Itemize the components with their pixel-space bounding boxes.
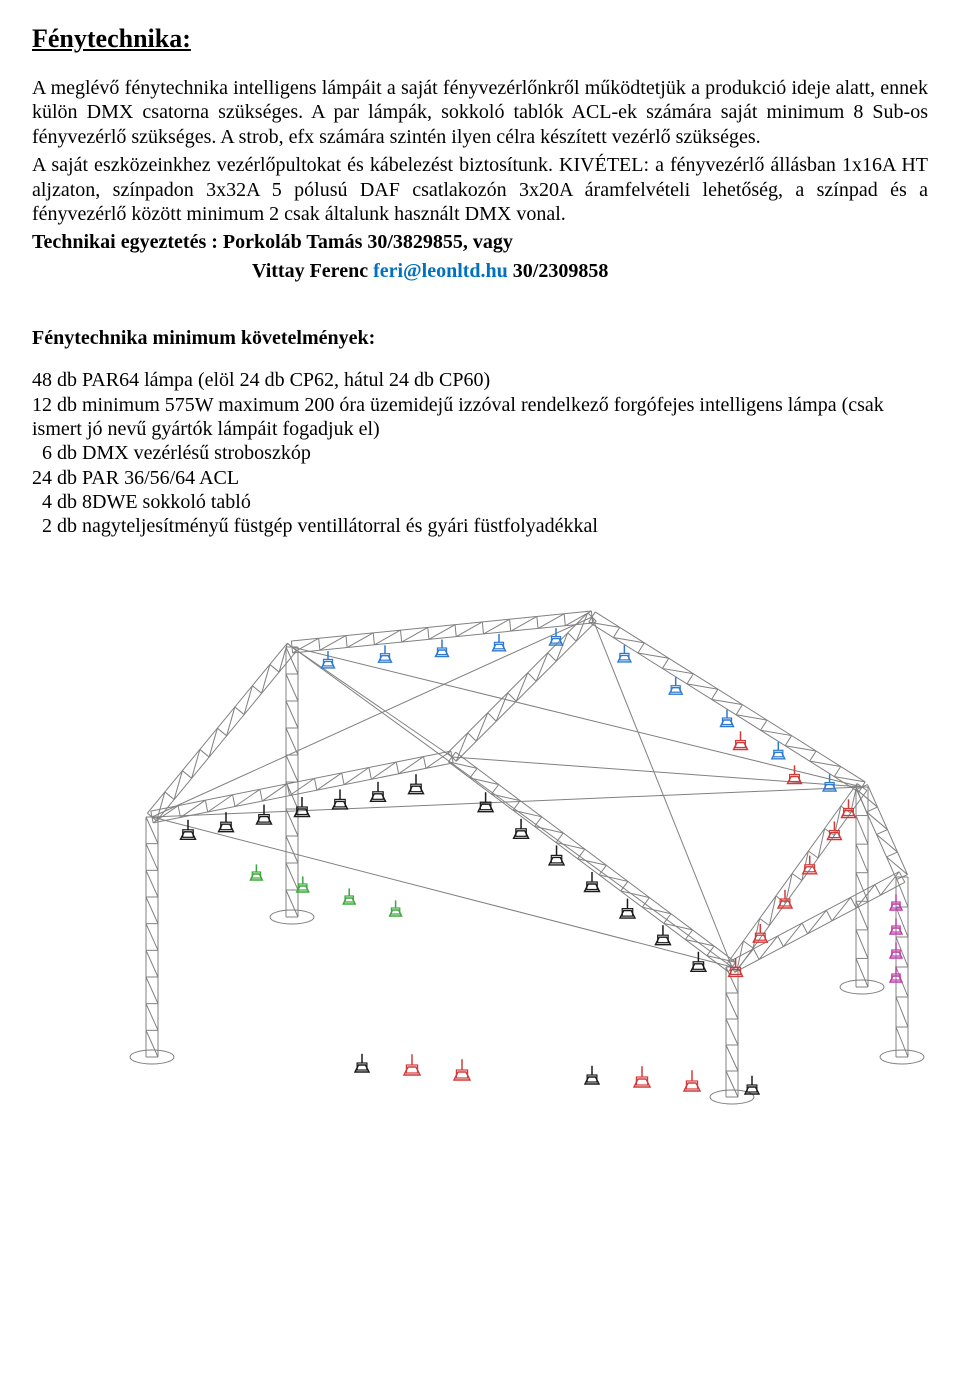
contact-line-2: Vittay Ferenc feri@leonltd.hu 30/2309858 xyxy=(32,259,928,283)
requirements-list: 48 db PAR64 lámpa (elöl 24 db CP62, hátu… xyxy=(32,368,928,539)
stage-diagram xyxy=(32,557,928,1117)
page-title: Fénytechnika: xyxy=(32,24,928,54)
requirement-line: 24 db PAR 36/56/64 ACL xyxy=(32,466,928,490)
requirement-line: 6 db DMX vezérlésű stroboszkóp xyxy=(32,441,928,465)
document-page: Fénytechnika: A meglévő fénytechnika int… xyxy=(0,0,960,1157)
contact-name: Vittay Ferenc xyxy=(252,260,373,282)
body-paragraph-2: A saját eszközeinkhez vezérlőpultokat és… xyxy=(32,153,928,226)
requirement-line: 2 db nagyteljesítményű füstgép ventillát… xyxy=(32,514,928,538)
body-paragraph-1: A meglévő fénytechnika intelligens lámpá… xyxy=(32,76,928,149)
requirement-line: 4 db 8DWE sokkoló tabló xyxy=(32,490,928,514)
requirement-line: 12 db minimum 575W maximum 200 óra üzemi… xyxy=(32,393,928,442)
requirement-line: 48 db PAR64 lámpa (elöl 24 db CP62, hátu… xyxy=(32,368,928,392)
contact-line-1: Technikai egyeztetés : Porkoláb Tamás 30… xyxy=(32,230,928,254)
requirements-heading: Fénytechnika minimum követelmények: xyxy=(32,327,928,350)
contact-phone: 30/2309858 xyxy=(508,260,609,282)
stage-rigging-svg xyxy=(32,557,932,1117)
contact-email: feri@leonltd.hu xyxy=(373,260,508,282)
section-spacer xyxy=(32,287,928,327)
